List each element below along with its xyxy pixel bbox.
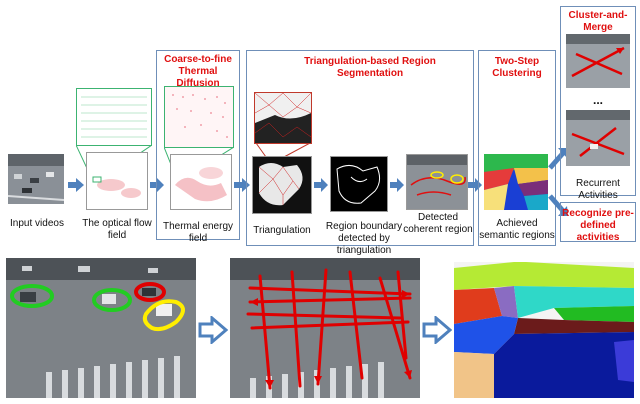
thermal-diffusion-title: Coarse-to-fine Thermal Diffusion — [164, 54, 232, 89]
cluster-merge-title: Cluster-and-Merge — [568, 10, 628, 33]
optical-flow-zoom-box — [76, 88, 152, 146]
clustering-box — [478, 50, 556, 246]
thermal-energy-label: Thermal energy field — [162, 221, 234, 244]
recurrent-activity-image-2 — [566, 110, 630, 166]
semantic-regions-image — [484, 154, 548, 210]
flow-arrow-2 — [150, 178, 164, 192]
thermal-zoom-box — [164, 86, 234, 148]
triangulation-label: Triangulation — [253, 225, 311, 236]
coherent-region-label: Detected coherent region — [403, 212, 473, 235]
triangulation-zoom-image — [254, 92, 312, 144]
bottom-semantic-map-image — [454, 262, 634, 398]
bottom-traffic-tracking-image — [6, 258, 196, 398]
bottom-flow-trajectories-image — [230, 258, 420, 398]
zoom-lines-triangulation — [255, 143, 311, 158]
flow-arrow-1 — [68, 178, 84, 192]
recurrent-activities-label: Recurrent Activities — [576, 178, 620, 201]
recurrent-activity-image-1 — [566, 34, 630, 88]
region-boundary-image — [330, 156, 388, 212]
input-videos-label: Input videos — [10, 218, 64, 229]
segmentation-box — [246, 50, 474, 246]
recognize-box — [560, 202, 636, 242]
cluster-merge-box — [560, 6, 636, 196]
hollow-arrow-2 — [422, 316, 452, 344]
traffic-scene-image — [8, 154, 64, 204]
clustering-title: Two-Step Clustering — [492, 56, 542, 79]
flow-arrow-5 — [390, 178, 404, 192]
coherent-region-image — [406, 154, 468, 210]
optical-flow-field-image — [86, 152, 148, 210]
flow-vectors-image — [77, 89, 151, 145]
thermal-diffusion-box — [156, 50, 240, 240]
region-boundary-label: Region boundary detected by triangulatio… — [325, 221, 403, 256]
input-video-thumbnail — [8, 154, 64, 204]
flow-arrow-4 — [314, 178, 328, 192]
thermal-energy-field-image — [170, 154, 232, 210]
segmentation-title: Triangulation-based Region Segmentation — [304, 56, 436, 79]
recognize-title: Recognize pre-defined activities — [562, 208, 634, 243]
semantic-regions-label: Achieved semantic regions — [479, 218, 555, 241]
ellipsis-label: ... — [592, 93, 603, 107]
optical-flow-label: The optical flow field — [82, 218, 152, 241]
hollow-arrow-1 — [198, 316, 228, 344]
triangulation-image — [252, 156, 312, 214]
